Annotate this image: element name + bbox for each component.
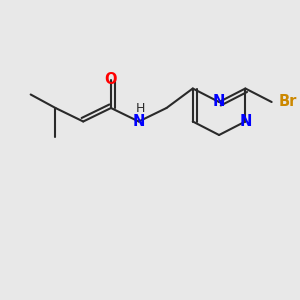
Text: O: O [105, 72, 117, 87]
Text: Br: Br [279, 94, 297, 110]
Text: H: H [136, 101, 145, 115]
Text: N: N [213, 94, 225, 110]
Text: N: N [133, 114, 145, 129]
Text: N: N [239, 114, 251, 129]
